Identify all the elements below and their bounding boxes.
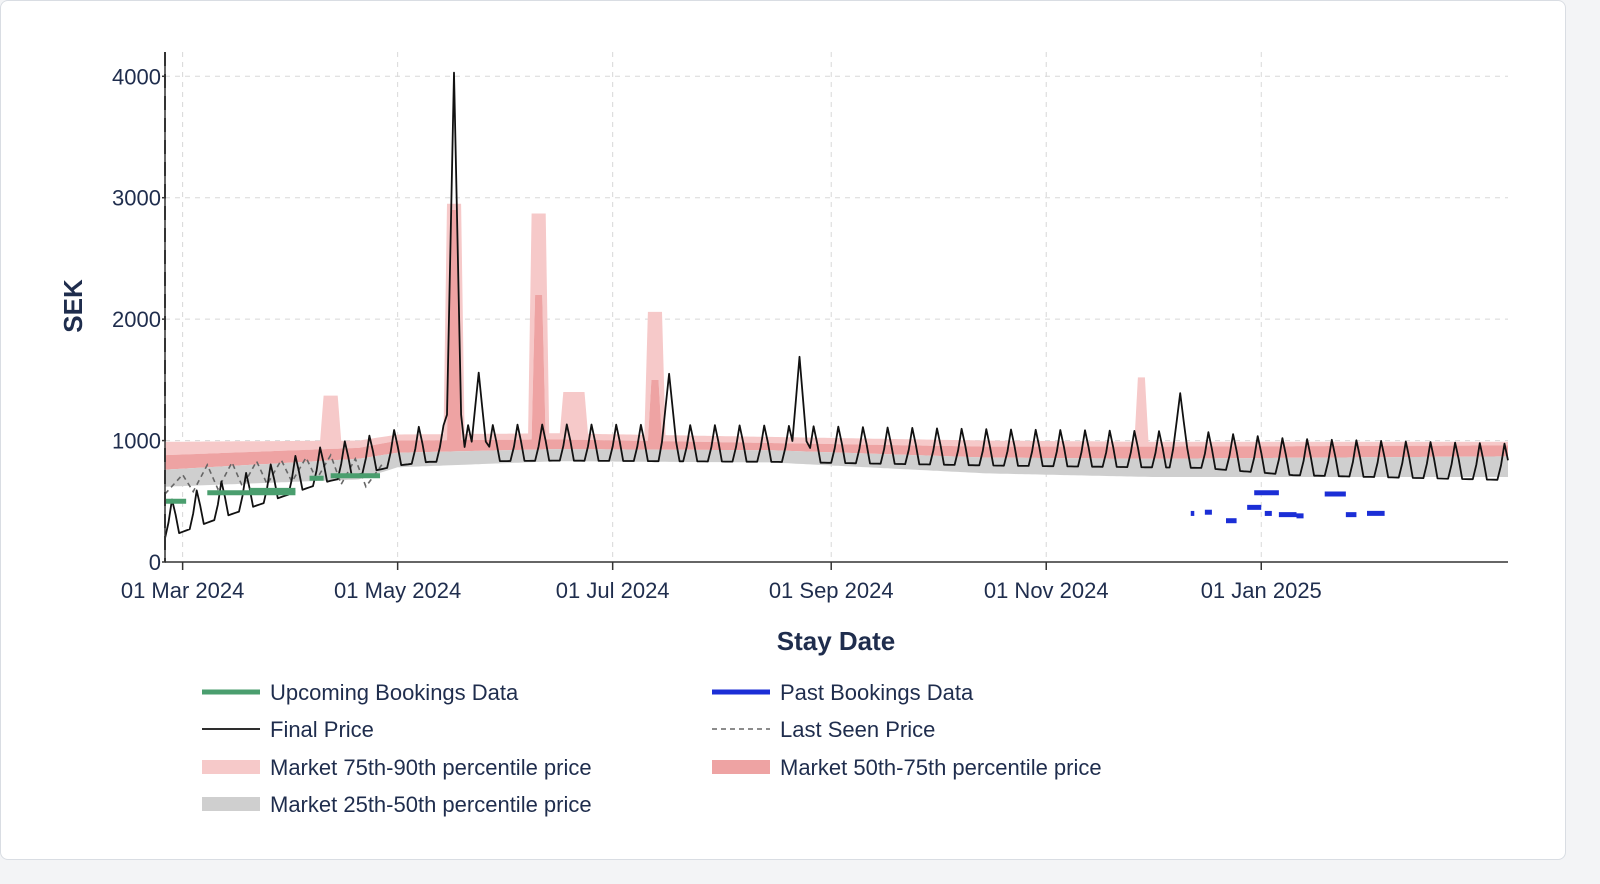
legend-swatch-p75_90 (202, 760, 260, 774)
legend-label-p50_75: Market 50th-75th percentile price (780, 755, 1102, 780)
final-price-line (164, 71, 1509, 539)
legend-swatch-p25_50 (202, 797, 260, 811)
band-75-90 (165, 203, 1508, 456)
y-axis-title: SEK (58, 279, 88, 333)
y-tick-label: 3000 (112, 186, 161, 211)
legend-label-p75_90: Market 75th-90th percentile price (270, 755, 592, 780)
band-50-75 (165, 209, 1508, 470)
axes: 0 1000 2000 3000 4000 01 Mar 2024 01 May 2024 0… (112, 52, 1508, 603)
legend-label-last_seen: Last Seen Price (780, 717, 935, 742)
y-tick-label: 2000 (112, 307, 161, 332)
x-tick-label: 01 Jan 2025 (1201, 578, 1322, 603)
x-axis-title: Stay Date (777, 626, 896, 656)
chart-card (0, 0, 1566, 860)
x-tick-label: 01 May 2024 (334, 578, 461, 603)
last-seen-price-line (164, 453, 385, 495)
legend-swatch-p50_75 (712, 760, 770, 774)
band-25-50 (165, 449, 1508, 487)
legend-label-upcoming: Upcoming Bookings Data (270, 680, 519, 705)
legend-label-past: Past Bookings Data (780, 680, 974, 705)
bookings-segments (165, 473, 1385, 524)
x-tick-label: 01 Mar 2024 (121, 578, 245, 603)
x-tick-label: 01 Jul 2024 (556, 578, 670, 603)
legend-label-p25_50: Market 25th-50th percentile price (270, 792, 592, 817)
legend: Upcoming Bookings Data Past Bookings Data… (202, 680, 1102, 817)
x-tick-label: 01 Nov 2024 (984, 578, 1109, 603)
y-tick-label: 1000 (112, 429, 161, 454)
grid (165, 52, 1508, 562)
y-tick-label: 0 (149, 550, 161, 575)
legend-label-final: Final Price (270, 717, 374, 742)
price-lines (164, 71, 1509, 539)
market-bands (165, 203, 1508, 487)
y-tick-label: 4000 (112, 64, 161, 89)
x-tick-label: 01 Sep 2024 (769, 578, 894, 603)
